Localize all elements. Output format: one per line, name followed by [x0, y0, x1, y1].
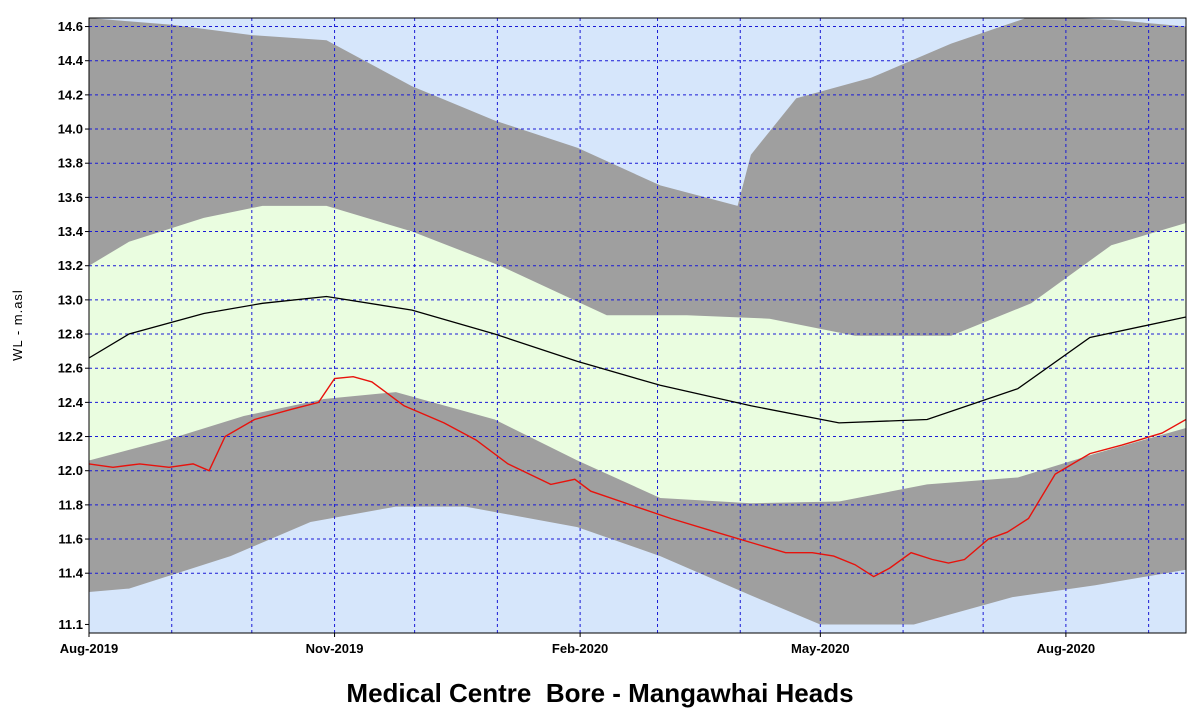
y-tick-label: 12.4: [58, 395, 84, 410]
y-tick-label: 13.8: [58, 156, 83, 171]
x-tick-label: May-2020: [791, 641, 850, 656]
y-tick-label: 12.0: [58, 463, 83, 478]
y-tick-label: 14.4: [58, 53, 84, 68]
y-tick-label: 14.0: [58, 122, 83, 137]
x-tick-label: Feb-2020: [552, 641, 608, 656]
y-tick-label: 11.8: [58, 497, 83, 512]
y-tick-label: 13.4: [58, 224, 84, 239]
x-tick-label: Aug-2020: [1037, 641, 1096, 656]
y-tick-label: 12.6: [58, 361, 83, 376]
observed-level-line: [89, 375, 1186, 578]
y-axis-label: WL - m.asl: [10, 289, 25, 361]
x-tick-label: Nov-2019: [306, 641, 364, 656]
inner-range-band: [89, 205, 1186, 504]
y-tick-label: 13.6: [58, 190, 83, 205]
chart-title: Medical Centre Bore - Mangawhai Heads: [346, 678, 854, 708]
y-tick-label: 11.1: [58, 617, 83, 632]
x-tick-label: Aug-2019: [60, 641, 119, 656]
plot-frame: [88, 17, 1187, 634]
y-tick-label: 14.2: [58, 87, 83, 102]
y-tick-label: 14.6: [58, 19, 83, 34]
y-tick-label: 12.2: [58, 429, 83, 444]
chart-svg: 11.1 11.4 11.6 11.8 12.0 12.2 12.4 12.6 12.8 13.0…: [10, 17, 1187, 656]
y-tick-label: 13.0: [58, 292, 83, 307]
y-tick-label: 11.4: [58, 566, 83, 581]
median-line: [89, 295, 1186, 424]
y-tick-label: 12.8: [58, 327, 83, 342]
y-tick-label: 11.6: [58, 532, 83, 547]
y-tick-label: 13.2: [58, 258, 83, 273]
